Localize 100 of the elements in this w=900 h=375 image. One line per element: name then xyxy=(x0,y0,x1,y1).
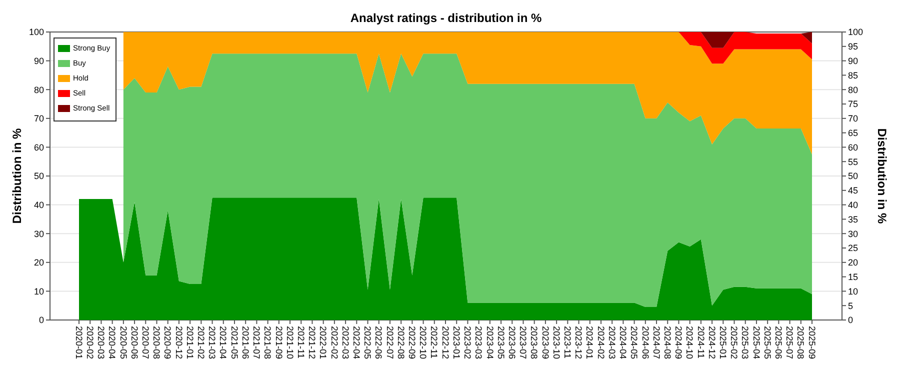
x-tick-label: 2025-03 xyxy=(740,326,750,360)
x-tick-label: 2025-04 xyxy=(751,326,762,360)
y2-tick-label: 30 xyxy=(848,228,858,239)
x-tick-label: 2025-08 xyxy=(796,326,806,360)
x-tick-label: 2024-08 xyxy=(662,326,672,360)
x-tick-label: 2022-11 xyxy=(429,326,440,358)
y-tick-label: 10 xyxy=(34,286,44,296)
y2-tick-label: 75 xyxy=(848,99,858,110)
y2-tick-label: 70 xyxy=(848,114,858,124)
x-tick-label: 2024-05 xyxy=(629,326,640,360)
x-tick-label: 2020-02 xyxy=(84,326,95,360)
x-tick-label: 2023-06 xyxy=(506,326,517,360)
x-tick-label: 2023-12 xyxy=(574,326,584,360)
y2-tick-label: 15 xyxy=(848,272,858,282)
y-tick-label: 0 xyxy=(38,315,44,326)
x-tick-label: 2022-01 xyxy=(318,326,328,360)
x-tick-label: 2023-09 xyxy=(540,326,550,360)
x-tick-label: 2024-09 xyxy=(674,326,684,360)
x-tick-label: 2023-08 xyxy=(529,326,540,360)
x-tick-label: 2022-10 xyxy=(418,326,428,360)
x-tick-label: 2025-02 xyxy=(729,326,740,360)
x-tick-label: 2020-03 xyxy=(96,326,106,360)
y2-axis-title: Distribution in % xyxy=(875,128,889,224)
x-tick-label: 2024-01 xyxy=(584,326,595,360)
x-tick-label: 2020-12 xyxy=(174,326,184,360)
y2-tick-label: 40 xyxy=(848,200,858,210)
x-tick-label: 2023-07 xyxy=(518,326,528,360)
x-tick-label: 2023-05 xyxy=(496,326,506,360)
x-tick-label: 2020-01 xyxy=(74,326,84,360)
y2-tick-label: 55 xyxy=(848,156,858,167)
x-tick-label: 2020-08 xyxy=(152,326,162,360)
x-tick-label: 2023-04 xyxy=(484,326,495,360)
x-tick-label: 2021-05 xyxy=(229,326,240,360)
x-tick-label: 2020-09 xyxy=(162,326,173,360)
x-tick-label: 2020-07 xyxy=(140,326,150,360)
x-tick-label: 2021-12 xyxy=(307,326,318,360)
y-tick-label: 60 xyxy=(34,142,44,152)
x-tick-label: 2023-03 xyxy=(474,326,484,360)
x-tick-label: 2021-10 xyxy=(284,326,295,360)
x-tick-label: 2020-05 xyxy=(118,326,128,360)
x-tick-label: 2020-06 xyxy=(129,326,140,360)
y2-tick-label: 0 xyxy=(848,315,854,326)
x-tick-label: 2024-04 xyxy=(618,326,628,360)
y-axis-title: Distribution in % xyxy=(10,128,24,224)
y-tick-label: 100 xyxy=(28,27,44,38)
x-tick-label: 2022-09 xyxy=(407,326,418,360)
y2-tick-label: 60 xyxy=(848,142,858,152)
y2-tick-label: 25 xyxy=(848,243,858,254)
x-tick-label: 2020-04 xyxy=(107,326,118,360)
y2-tick-label: 95 xyxy=(848,42,858,52)
y-tick-label: 50 xyxy=(34,171,44,182)
x-tick-label: 2025-09 xyxy=(806,326,817,360)
x-tick-label: 2024-12 xyxy=(706,326,717,360)
x-tick-label: 2022-02 xyxy=(329,326,340,360)
x-tick-label: 2025-07 xyxy=(784,326,795,360)
x-tick-label: 2023-02 xyxy=(462,326,473,360)
x-tick-label: 2021-09 xyxy=(274,326,284,360)
x-tick-label: 2021-01 xyxy=(184,326,195,360)
x-tick-label: 2025-05 xyxy=(762,326,772,360)
y-tick-label: 90 xyxy=(34,56,44,66)
y2-tick-label: 65 xyxy=(848,128,858,138)
y-tick-label: 30 xyxy=(34,228,44,239)
y2-tick-label: 100 xyxy=(848,27,864,38)
x-tick-label: 2022-07 xyxy=(384,326,395,360)
x-tick-label: 2022-08 xyxy=(396,326,406,360)
y2-tick-label: 45 xyxy=(848,186,858,196)
y2-tick-label: 20 xyxy=(848,258,858,268)
x-tick-label: 2023-01 xyxy=(451,326,462,360)
x-tick-label: 2024-10 xyxy=(684,326,695,360)
y2-tick-label: 90 xyxy=(848,56,858,66)
x-tick-label: 2024-07 xyxy=(651,326,662,360)
y2-tick-label: 35 xyxy=(848,214,858,224)
chart-title: Analyst ratings - distribution in % xyxy=(350,11,542,25)
y-tick-label: 20 xyxy=(34,258,44,268)
x-tick-label: 2023-10 xyxy=(551,326,562,360)
y2-tick-label: 80 xyxy=(848,84,858,95)
x-tick-label: 2022-04 xyxy=(352,326,362,360)
x-tick-label: 2021-04 xyxy=(218,326,228,360)
y-tick-label: 40 xyxy=(34,200,44,210)
y2-tick-label: 50 xyxy=(848,171,858,182)
x-tick-label: 2024-06 xyxy=(640,326,650,360)
x-tick-label: 2022-03 xyxy=(340,326,350,360)
x-tick-label: 2022-05 xyxy=(362,326,373,360)
x-tick-label: 2025-01 xyxy=(718,326,728,360)
y-tick-label: 70 xyxy=(34,114,44,124)
x-tick-label: 2025-06 xyxy=(774,326,784,360)
x-tick-label: 2021-06 xyxy=(240,326,250,360)
y-tick-label: 80 xyxy=(34,84,44,95)
x-tick-label: 2021-08 xyxy=(262,326,273,360)
x-tick-label: 2024-03 xyxy=(606,326,617,360)
x-tick-label: 2022-12 xyxy=(440,326,450,360)
x-tick-label: 2023-11 xyxy=(562,326,573,358)
x-tick-label: 2024-02 xyxy=(596,326,606,360)
y2-tick-label: 5 xyxy=(848,300,854,311)
x-tick-label: 2021-02 xyxy=(196,326,206,360)
x-tick-label: 2021-07 xyxy=(252,326,262,360)
x-tick-label: 2021-03 xyxy=(207,326,218,360)
x-tick-label: 2021-11 xyxy=(296,326,306,358)
y2-tick-label: 85 xyxy=(848,70,858,80)
x-tick-label: 2024-11 xyxy=(696,326,706,358)
